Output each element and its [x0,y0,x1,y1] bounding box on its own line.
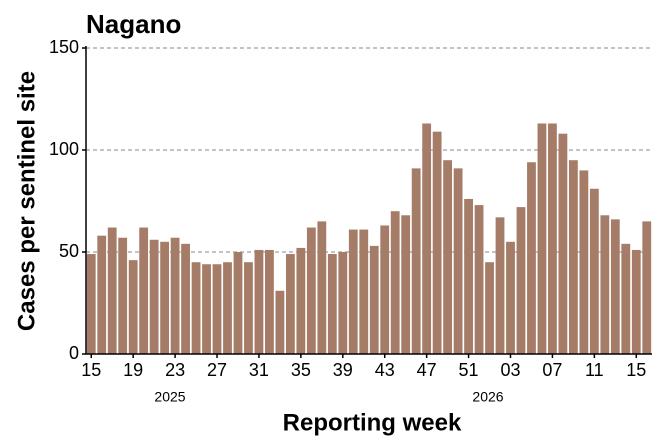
chart-title: Nagano [86,9,181,39]
x-tick-label: 23 [165,360,185,380]
bar [296,247,306,354]
bar [97,235,107,354]
bar [600,215,610,354]
x-tick-label: 07 [542,360,562,380]
bar [306,227,316,354]
bar [579,170,589,354]
x-tick-label: 43 [375,360,395,380]
bar [223,262,232,354]
x-tick-label: 11 [585,360,604,380]
bar [244,262,253,354]
bar [464,198,473,354]
bar [233,252,243,354]
x-tick-label: 03 [500,360,520,380]
bar [254,249,264,354]
bar [589,188,599,354]
bar [265,249,274,354]
bar [86,254,96,354]
x-axis-label: Reporting week [283,409,462,436]
bar [170,237,180,354]
x-tick-label: 39 [333,360,353,380]
bar [443,160,453,354]
bar [369,245,379,354]
bar [380,225,390,354]
x-tick-label: 35 [291,360,311,380]
bar [411,168,421,354]
bar [631,249,641,354]
bar [516,207,526,354]
bar [128,260,138,354]
bar [149,239,159,354]
x-tick-label: 31 [249,360,269,380]
bar [537,123,547,354]
bar [422,123,432,354]
bar [610,219,620,354]
bar [202,264,211,354]
year-label: 2025 [154,389,185,405]
x-tick-label: 19 [123,360,143,380]
y-tick-label: 50 [59,241,79,261]
x-tick-label: 27 [207,360,227,380]
bar [107,227,117,354]
x-tick-label: 15 [626,360,646,380]
bar [495,217,505,354]
bar [118,237,128,354]
bar [453,168,463,354]
bar [338,252,348,354]
bar [568,160,578,354]
y-tick-label: 0 [69,343,79,363]
bar [432,131,442,354]
bar [506,241,515,354]
bar [485,262,494,354]
bar [285,254,295,354]
bar [181,243,190,354]
y-axis-label: Cases per sentinel site [13,71,40,331]
bar [359,229,369,354]
x-tick-label: 51 [459,360,479,380]
bar [139,227,149,354]
bar [642,221,652,354]
bar [527,162,536,354]
bar [191,262,201,354]
bar [317,221,327,354]
bar [621,243,631,354]
bar [275,290,285,354]
bar [212,264,222,354]
y-tick-label: 150 [49,37,79,57]
bar [401,215,411,354]
bar [548,123,557,354]
year-label: 2026 [472,389,503,405]
y-tick-label: 100 [49,139,79,159]
x-tick-label: 47 [417,360,437,380]
bar [348,229,358,354]
bar [160,241,170,354]
bar [474,205,484,354]
x-tick-label: 15 [81,360,101,380]
bar [327,254,337,354]
bar [390,211,400,354]
bar [558,133,568,354]
